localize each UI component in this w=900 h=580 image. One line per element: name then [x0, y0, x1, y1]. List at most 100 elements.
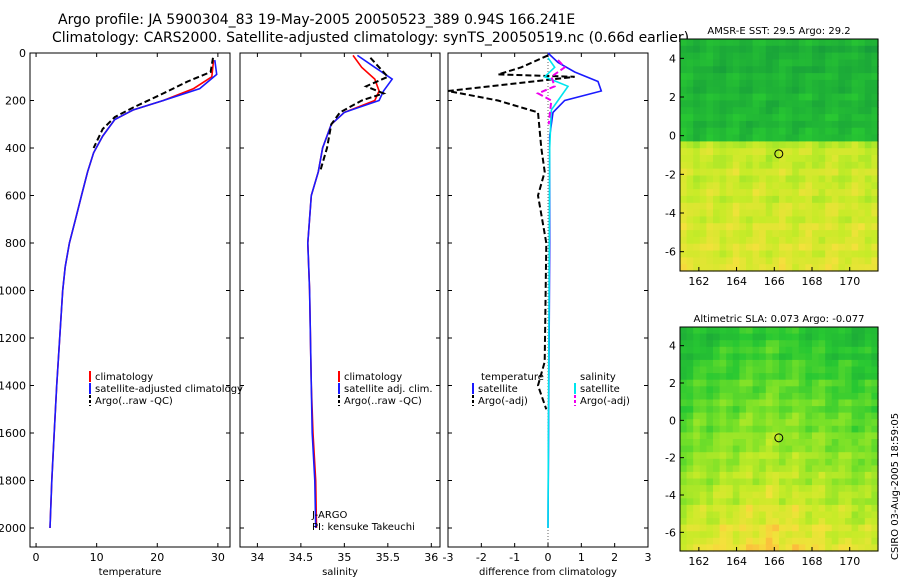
heatmap-cell	[680, 223, 688, 231]
heatmap-cell	[686, 250, 694, 258]
heatmap-cell	[825, 168, 833, 176]
heatmap-cell	[739, 250, 747, 258]
heatmap-cell	[864, 161, 872, 170]
heatmap-cell	[831, 250, 839, 258]
heatmap-cell	[680, 485, 688, 493]
heatmap-cell	[831, 243, 839, 252]
heatmap-cell	[765, 432, 773, 440]
heatmap-cell	[726, 366, 734, 374]
heatmap-cell	[713, 79, 721, 88]
heatmap-cell	[798, 66, 806, 74]
heatmap-cell	[838, 264, 846, 272]
heatmap-cell	[818, 504, 826, 513]
heatmap-cell	[864, 202, 872, 211]
heatmap-cell	[858, 223, 866, 231]
heatmap-cell	[699, 155, 707, 163]
heatmap-cell	[792, 333, 800, 341]
heatmap-cell	[739, 373, 747, 381]
y-tick-label: -4	[665, 207, 676, 220]
heatmap-cell	[858, 59, 866, 67]
heatmap-cell	[752, 230, 760, 238]
heatmap-cell	[845, 392, 853, 401]
heatmap-cell	[805, 257, 813, 265]
heatmap-cell	[726, 491, 734, 499]
heatmap-cell	[699, 399, 707, 407]
heatmap-cell	[825, 327, 833, 335]
heatmap-cell	[739, 465, 747, 473]
heatmap-cell	[699, 175, 707, 183]
heatmap-cell	[726, 127, 734, 136]
heatmap-cell	[818, 73, 826, 81]
heatmap-cell	[765, 485, 773, 493]
heatmap-cell	[818, 161, 826, 170]
heatmap-cell	[719, 66, 727, 74]
heatmap-cell	[693, 406, 701, 414]
heatmap-cell	[858, 107, 866, 115]
heatmap-cell	[746, 216, 754, 224]
heatmap-cell	[746, 333, 754, 341]
heatmap-cell	[726, 100, 734, 108]
heatmap-cell	[858, 333, 866, 341]
heatmap-cell	[693, 93, 701, 101]
heatmap-cell	[785, 141, 793, 149]
heatmap-cell	[772, 518, 780, 526]
x-tick-label: -2	[476, 551, 487, 564]
heatmap-cell	[838, 412, 846, 420]
heatmap-cell	[706, 45, 714, 54]
heatmap-cell	[699, 168, 707, 176]
heatmap-cell	[845, 491, 853, 499]
heatmap-cell	[785, 465, 793, 473]
heatmap-cell	[686, 134, 694, 142]
heatmap-cell	[699, 216, 707, 224]
heatmap-cell	[858, 73, 866, 81]
heatmap-cell	[798, 189, 806, 197]
heatmap-cell	[732, 478, 740, 486]
heatmap-cell	[699, 498, 707, 506]
heatmap-cell	[792, 537, 800, 545]
heatmap-cell	[818, 458, 826, 466]
heatmap-cell	[812, 366, 820, 374]
heatmap-cell	[871, 209, 879, 217]
heatmap-cell	[864, 243, 872, 252]
heatmap-cell	[706, 425, 714, 433]
heatmap-cell	[732, 471, 740, 480]
heatmap-cell	[719, 406, 727, 414]
y-tick-label: 0	[669, 414, 676, 427]
heatmap-cell	[858, 439, 866, 447]
heatmap-cell	[752, 458, 760, 466]
heatmap-cell	[699, 406, 707, 414]
heatmap-cell	[798, 425, 806, 433]
heatmap-cell	[739, 353, 747, 361]
heatmap-cell	[779, 250, 787, 258]
heatmap-cell	[779, 236, 787, 245]
y-tick-label: 800	[5, 237, 26, 250]
heatmap-cell	[798, 485, 806, 493]
heatmap-cell	[831, 445, 839, 453]
heatmap-cell	[779, 491, 787, 499]
heatmap-cell	[864, 264, 872, 272]
heatmap-cell	[706, 127, 714, 136]
heatmap-cell	[851, 458, 859, 466]
heatmap-cell	[805, 392, 813, 401]
heatmap-cell	[812, 66, 820, 74]
heatmap-cell	[765, 419, 773, 427]
heatmap-cell	[759, 340, 767, 348]
heatmap-cell	[713, 216, 721, 224]
heatmap-cell	[680, 195, 688, 204]
heatmap-cell	[746, 257, 754, 265]
heatmap-cell	[706, 79, 714, 88]
heatmap-cell	[798, 230, 806, 238]
heatmap-cell	[851, 243, 859, 252]
heatmap-cell	[864, 432, 872, 440]
heatmap-cell	[812, 175, 820, 183]
heatmap-cell	[693, 127, 701, 136]
heatmap-cell	[732, 79, 740, 88]
heatmap-cell	[864, 182, 872, 190]
heatmap-cell	[851, 195, 859, 204]
heatmap-cell	[792, 45, 800, 54]
legend-label: Argo(..raw -QC)	[95, 396, 173, 407]
heatmap-cell	[792, 66, 800, 74]
heatmap-cell	[765, 86, 773, 95]
heatmap-cell	[805, 148, 813, 156]
heatmap-cell	[805, 52, 813, 60]
